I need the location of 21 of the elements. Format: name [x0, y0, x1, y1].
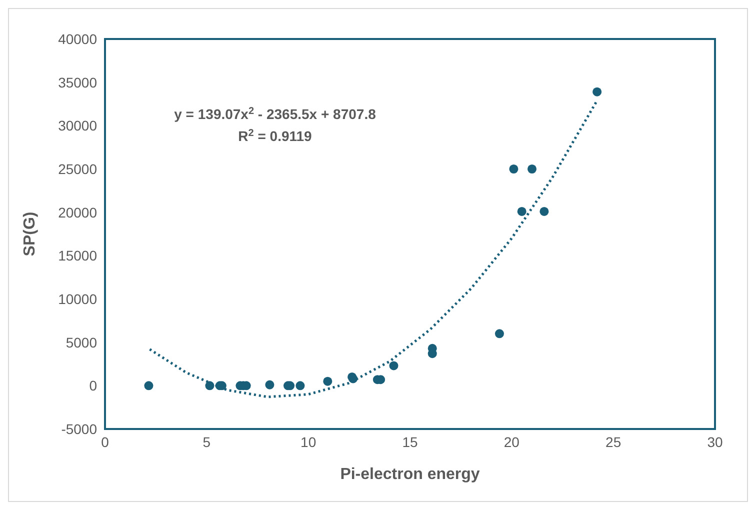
y-tick-label: 30000 [58, 118, 98, 134]
x-tick-label: 25 [606, 434, 622, 450]
x-tick-label: 5 [202, 434, 211, 450]
y-tick-label: 15000 [58, 248, 98, 264]
y-tick-label: 0 [89, 378, 98, 394]
annotation: R$^{2}$ = 0.9119 [238, 128, 312, 144]
x-tick-label: 30 [707, 434, 723, 450]
x-tick-label: 10 [300, 434, 316, 450]
x-axis-title: Pi-electron energy [340, 466, 480, 483]
y-tick-label: -5000 [61, 420, 98, 437]
y-tick-label: 10000 [58, 290, 98, 307]
x-tick-label: 0 [101, 434, 110, 450]
y-axis-title: SP(G) [22, 212, 39, 256]
x-tick-label: 15 [402, 434, 418, 450]
annotation: y = 139.07x$^{2}$ - 2365.5x + 8707.8 [174, 106, 376, 122]
y-tick-label: 40000 [58, 30, 98, 47]
y-tick-label: 20000 [58, 204, 98, 220]
x-tick-label: 20 [504, 434, 520, 450]
y-tick-label: 25000 [58, 160, 98, 177]
y-tick-label: 35000 [58, 74, 98, 90]
y-tick-label: 5000 [66, 334, 98, 350]
